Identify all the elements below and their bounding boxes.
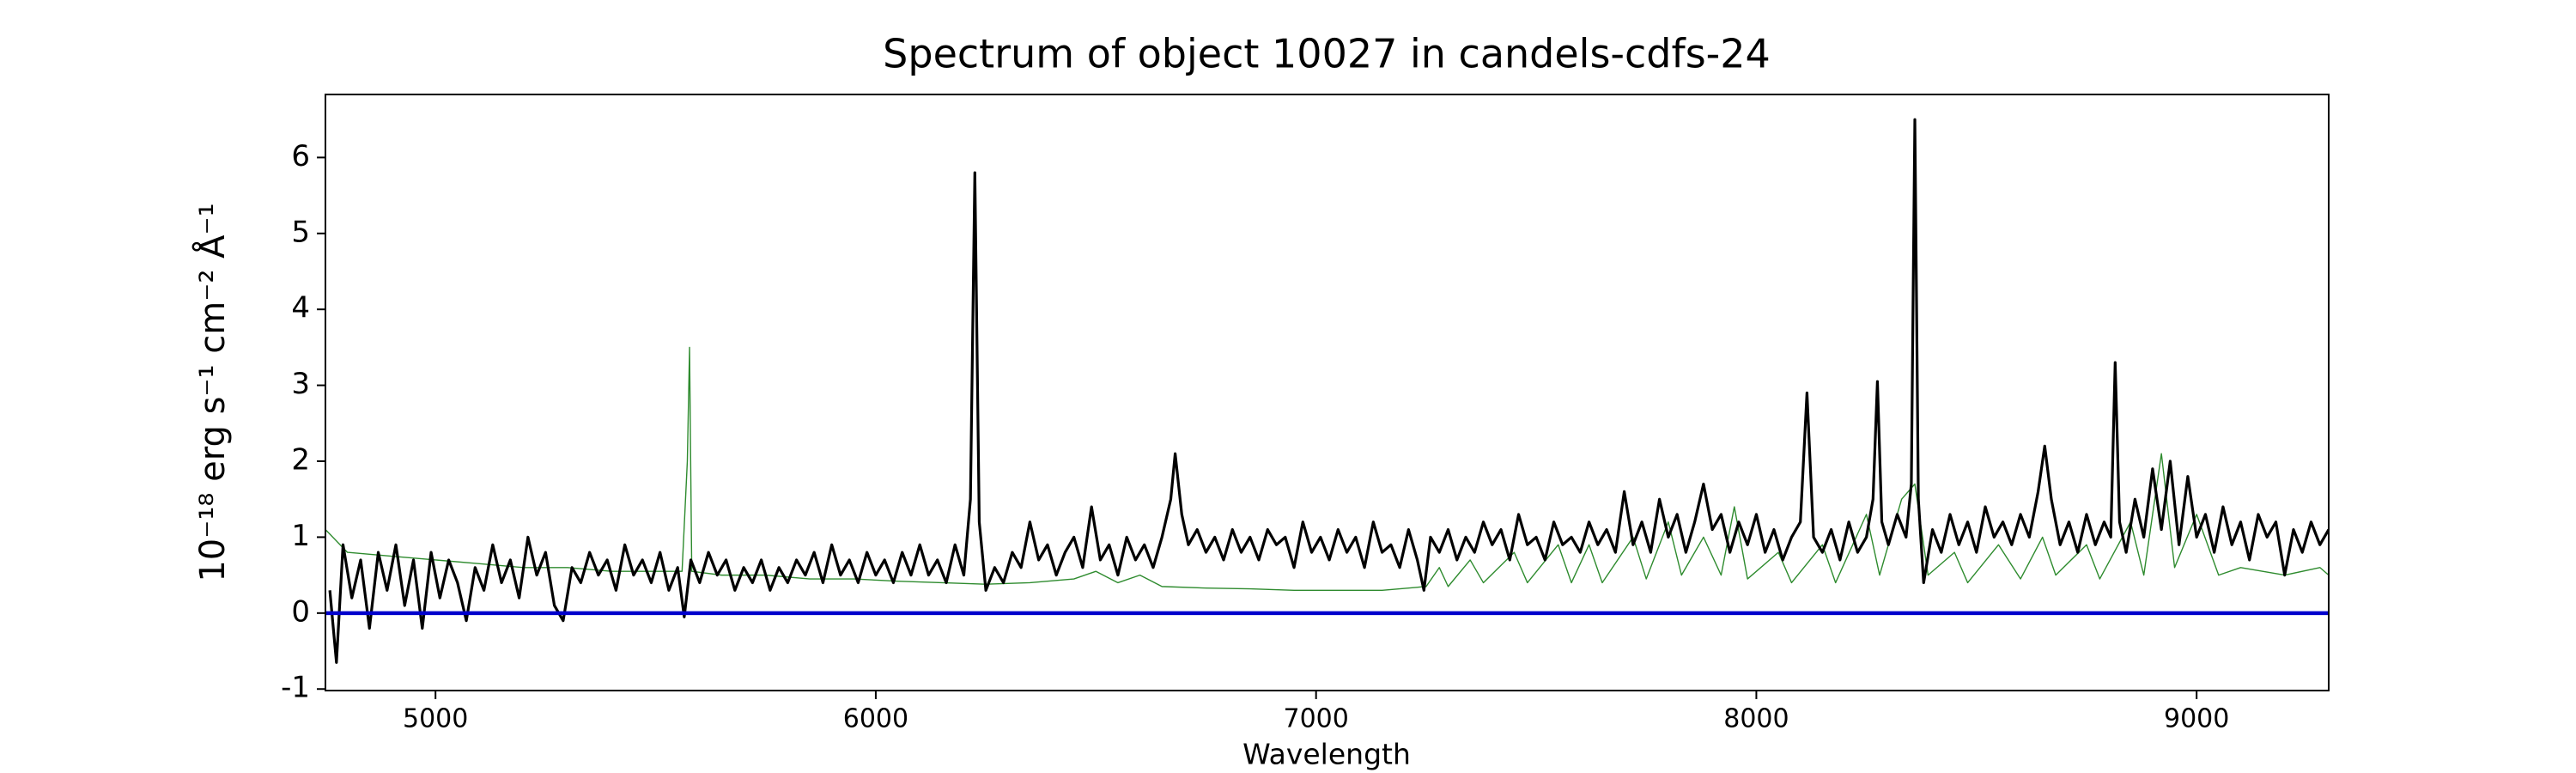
y-tick-label: 5 xyxy=(291,215,310,249)
y-tick-label: 1 xyxy=(291,519,310,553)
chart-title: Spectrum of object 10027 in candels-cdfs… xyxy=(883,31,1771,77)
x-tick-label: 8000 xyxy=(1723,704,1789,734)
x-tick-label: 5000 xyxy=(403,704,468,734)
plot-frame xyxy=(325,94,2330,691)
x-tick-label: 7000 xyxy=(1284,704,1349,734)
plot-area xyxy=(325,118,2329,664)
series-line xyxy=(325,346,2329,591)
y-tick-label: 3 xyxy=(291,367,310,401)
y-axis-label: 10⁻¹⁸ erg s⁻¹ cm⁻² Å⁻¹ xyxy=(191,203,233,581)
x-tick-label: 6000 xyxy=(843,704,908,734)
x-axis-label: Wavelength xyxy=(1242,738,1411,771)
x-tick-label: 9000 xyxy=(2164,704,2229,734)
y-tick-label: 2 xyxy=(291,443,310,478)
y-tick-label: 6 xyxy=(291,139,310,173)
y-tick-label: -1 xyxy=(281,671,310,705)
series-line xyxy=(328,118,2329,664)
y-tick-label: 4 xyxy=(291,291,310,326)
y-tick-label: 0 xyxy=(291,594,310,629)
